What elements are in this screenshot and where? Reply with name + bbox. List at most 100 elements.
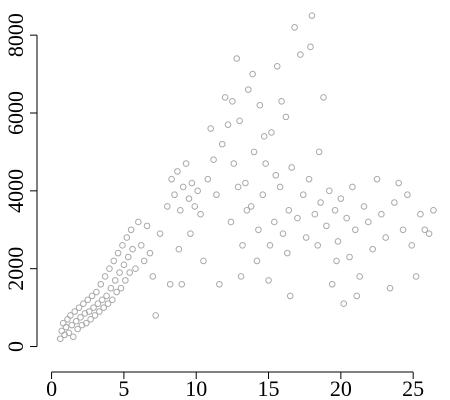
point	[124, 253, 132, 261]
point	[110, 257, 118, 265]
point	[365, 218, 372, 226]
point	[340, 300, 348, 308]
point	[356, 273, 363, 280]
point	[94, 300, 102, 308]
point	[98, 296, 106, 304]
point	[260, 133, 268, 140]
point	[119, 242, 126, 249]
point	[69, 333, 77, 341]
point	[250, 148, 258, 156]
point	[109, 296, 116, 304]
point	[64, 315, 71, 323]
point	[236, 117, 243, 125]
point	[77, 314, 84, 321]
point	[386, 284, 394, 292]
point	[305, 175, 313, 183]
point	[152, 312, 160, 319]
y-tick-label: 0	[3, 341, 28, 352]
point	[218, 140, 226, 148]
point	[271, 218, 278, 226]
point	[299, 191, 307, 199]
point	[291, 24, 298, 31]
point	[227, 218, 235, 226]
point	[182, 160, 190, 167]
point	[353, 292, 361, 300]
point	[391, 199, 398, 206]
point	[194, 187, 201, 195]
point	[294, 214, 301, 222]
point	[229, 98, 236, 105]
point	[268, 129, 275, 136]
point	[247, 203, 255, 210]
point	[68, 321, 76, 329]
point	[237, 273, 245, 280]
point	[272, 171, 280, 179]
point	[129, 245, 136, 253]
point	[111, 277, 119, 284]
point	[255, 226, 262, 234]
point	[187, 230, 194, 237]
point	[308, 12, 316, 19]
point	[106, 265, 113, 272]
point	[243, 207, 251, 214]
point	[408, 242, 416, 249]
point	[369, 245, 376, 253]
point	[307, 43, 314, 51]
point	[117, 284, 125, 292]
point	[259, 191, 267, 199]
point	[320, 94, 327, 101]
point	[90, 304, 97, 311]
point	[82, 319, 90, 327]
point	[244, 86, 252, 93]
point	[127, 226, 135, 234]
point	[221, 94, 229, 101]
point	[279, 230, 287, 237]
y-tick-label: 8000	[3, 13, 28, 57]
point	[132, 265, 139, 272]
point	[67, 312, 74, 319]
point	[382, 234, 389, 241]
point	[85, 308, 93, 315]
point	[328, 280, 336, 288]
point	[395, 179, 403, 187]
point	[239, 242, 246, 249]
point	[273, 62, 281, 70]
point	[230, 160, 238, 167]
point	[399, 226, 407, 234]
point	[265, 277, 272, 284]
point	[65, 329, 73, 337]
point	[282, 113, 290, 121]
point	[200, 257, 207, 265]
point	[177, 207, 184, 214]
point	[224, 121, 232, 128]
point	[323, 222, 330, 230]
point	[284, 249, 291, 257]
point	[288, 164, 295, 171]
point	[88, 292, 96, 300]
point	[179, 183, 187, 191]
point	[276, 183, 284, 191]
point	[80, 300, 87, 308]
point	[116, 269, 123, 276]
point	[149, 273, 157, 280]
point	[242, 179, 249, 187]
point	[286, 292, 294, 300]
point	[71, 308, 79, 315]
y-tick-label: 6000	[3, 91, 28, 135]
point	[56, 335, 64, 343]
point	[140, 257, 148, 265]
point	[311, 210, 319, 218]
x-tick-label: 10	[185, 376, 207, 400]
point	[216, 280, 223, 288]
point	[378, 210, 385, 218]
point	[425, 230, 433, 237]
point	[233, 55, 241, 62]
point	[171, 191, 178, 199]
point	[417, 210, 424, 218]
point	[113, 288, 120, 296]
point	[352, 226, 359, 234]
point	[278, 98, 285, 105]
point	[373, 175, 381, 183]
x-tick-label: 15	[258, 376, 280, 400]
point	[84, 296, 92, 304]
